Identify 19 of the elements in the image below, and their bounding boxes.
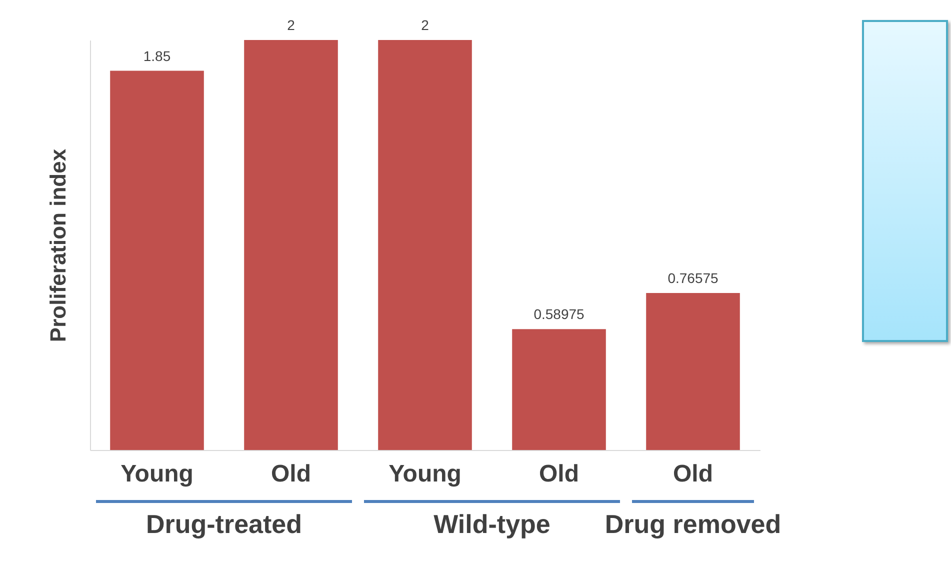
bar — [378, 40, 472, 450]
data-label: 2 — [421, 17, 430, 33]
y-axis-title: Proliferation index — [46, 148, 70, 342]
bar — [244, 40, 338, 450]
x-tick-label: Old — [673, 460, 713, 488]
data-label: 0.76575 — [668, 270, 719, 286]
data-label: 0.58975 — [534, 306, 585, 322]
data-label: 1.85 — [143, 48, 171, 64]
text: Wild-type — [434, 509, 550, 539]
x-tick-label: Old — [271, 460, 311, 488]
bar — [110, 70, 204, 450]
x-tick-label: Young — [388, 460, 462, 488]
bar — [512, 329, 606, 450]
x-tick-label: Old — [539, 460, 579, 488]
data-label: 2 — [287, 17, 296, 33]
text: Drug-treated — [144, 508, 303, 540]
text: Drug removed — [604, 508, 782, 540]
bar — [646, 293, 740, 450]
x-tick-label: Young — [120, 460, 194, 488]
